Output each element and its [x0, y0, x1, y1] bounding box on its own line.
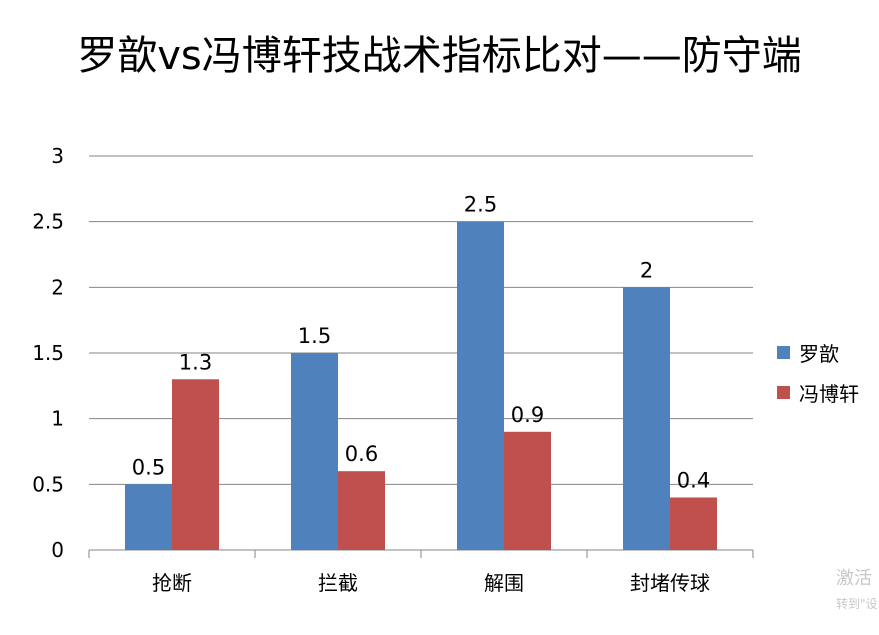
data-label: 0.4 [677, 468, 710, 492]
bar-luoxin [457, 221, 504, 550]
data-label: 0.6 [345, 442, 378, 466]
data-label: 2 [640, 258, 653, 282]
bar-fengboxuan [504, 431, 551, 550]
legend-swatch-fengboxuan [777, 385, 790, 399]
y-tick-label: 0.5 [32, 472, 64, 496]
y-tick-label: 1 [51, 407, 64, 431]
watermark-line-2: 转到"设 [836, 597, 878, 611]
y-tick-label: 2 [51, 275, 64, 299]
chart-title: 罗歆vs冯博轩技战术指标比对——防守端 [77, 33, 802, 79]
data-label: 1.3 [179, 350, 212, 374]
legend-label-fengboxuan: 冯博轩 [799, 381, 859, 406]
bar-luoxin [125, 484, 172, 550]
bar-luoxin [623, 287, 670, 550]
bar-fengboxuan [172, 379, 219, 550]
x-category-label: 抢断 [152, 571, 192, 595]
bar-fengboxuan [338, 471, 385, 550]
legend-item-fengboxuan: 冯博轩 [777, 372, 859, 412]
data-label: 0.5 [132, 455, 165, 479]
legend-label-luoxin: 罗歆 [799, 341, 839, 366]
x-category-label: 拦截 [318, 571, 358, 595]
data-label: 1.5 [298, 324, 331, 348]
legend-item-luoxin: 罗歆 [777, 332, 859, 372]
data-label: 2.5 [464, 193, 497, 217]
bar-fengboxuan [670, 497, 717, 550]
x-category-label: 封堵传球 [630, 571, 710, 595]
legend: 罗歆 冯博轩 [777, 332, 859, 412]
y-tick-label: 3 [51, 144, 64, 168]
y-axis-ticks: 0 0.5 1 1.5 2 2.5 3 [32, 144, 64, 562]
bar-luoxin [291, 353, 338, 550]
watermark-line-1: 激活 [836, 568, 872, 589]
y-tick-label: 0 [51, 538, 64, 562]
y-tick-label: 1.5 [32, 341, 64, 365]
x-axis-categories: 抢断 拦截 解围 封堵传球 [152, 571, 710, 595]
x-category-label: 解围 [484, 571, 524, 595]
data-labels: 0.5 1.3 1.5 0.6 2.5 0.9 2 0.4 [132, 193, 710, 493]
legend-swatch-luoxin [777, 345, 790, 359]
bars [125, 221, 717, 550]
activation-watermark: 激活 转到"设 [836, 568, 878, 612]
data-label: 0.9 [511, 403, 544, 427]
y-tick-label: 2.5 [32, 210, 64, 234]
